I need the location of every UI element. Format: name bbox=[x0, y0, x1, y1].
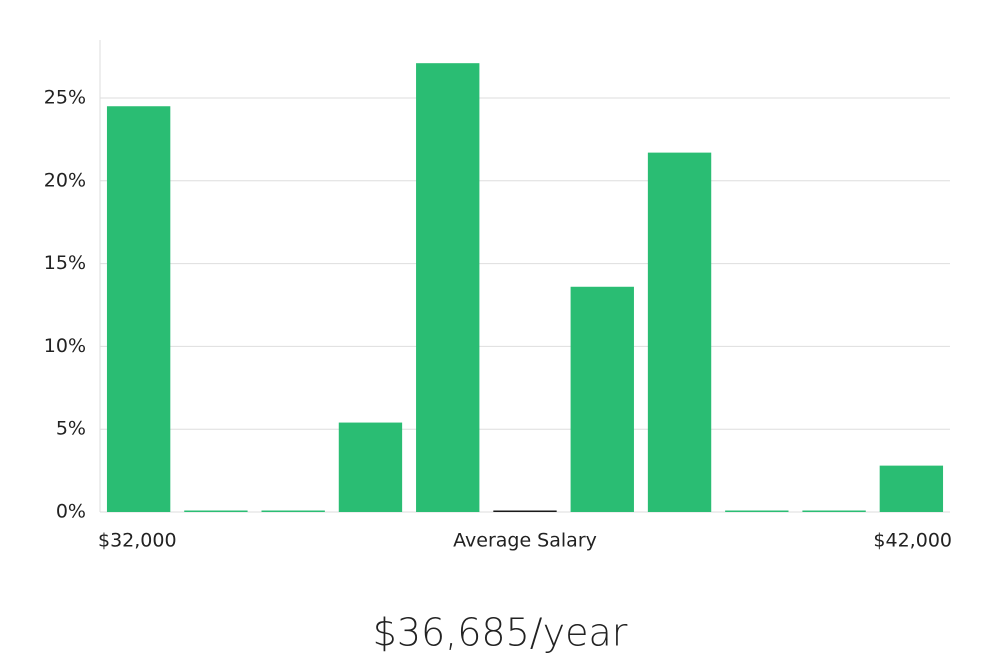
y-tick-label: 25% bbox=[44, 86, 86, 108]
bar bbox=[106, 106, 171, 513]
bar bbox=[570, 286, 634, 512]
x-axis-label: Average Salary bbox=[453, 530, 597, 552]
y-tick-label: 20% bbox=[44, 169, 86, 191]
bar bbox=[879, 465, 944, 512]
bar bbox=[647, 152, 712, 512]
bar bbox=[725, 510, 789, 512]
y-tick-label: 10% bbox=[44, 335, 86, 357]
y-tick-label: 5% bbox=[56, 418, 86, 440]
y-tick-label: 0% bbox=[56, 501, 86, 523]
bar bbox=[416, 63, 480, 512]
bar bbox=[493, 510, 557, 512]
bar bbox=[184, 510, 248, 512]
bar bbox=[802, 510, 866, 512]
x-range-start: $32,000 bbox=[98, 530, 177, 552]
average-salary: $36,685/year bbox=[373, 611, 628, 655]
bar bbox=[261, 510, 325, 512]
y-tick-label: 15% bbox=[44, 252, 86, 274]
x-range-end: $42,000 bbox=[873, 530, 952, 552]
bar bbox=[338, 422, 403, 512]
